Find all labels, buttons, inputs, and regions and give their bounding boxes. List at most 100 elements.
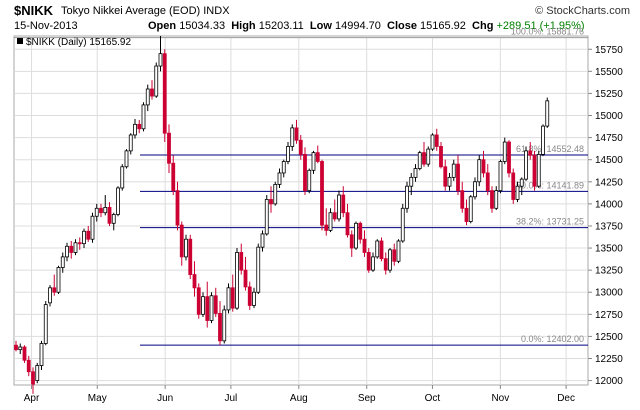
candle-body: [218, 313, 222, 342]
candle-body: [473, 181, 477, 198]
candle-body: [315, 152, 320, 162]
low-value: 14994.70: [334, 20, 381, 32]
candle-body: [396, 240, 401, 262]
x-tick-label: May: [88, 393, 107, 404]
candle-body: [349, 234, 354, 249]
candle-body: [383, 258, 388, 271]
candle-body: [116, 187, 120, 215]
candle-body: [196, 287, 201, 315]
candle-body: [167, 132, 171, 164]
candle-body: [494, 190, 499, 209]
candle-body: [141, 104, 146, 130]
candle-body: [400, 207, 405, 242]
candle-body: [443, 166, 448, 187]
candle-body: [392, 249, 397, 262]
candle-body: [43, 304, 48, 344]
candle-body: [145, 88, 150, 106]
description-name: Tokyo Nikkei Average (EOD): [61, 5, 201, 17]
candle-body: [375, 240, 380, 258]
y-tick-label: 12750: [595, 310, 623, 321]
candle-body: [162, 53, 167, 134]
candle-body: [35, 365, 40, 381]
chart-header: $NIKK Tokyo Nikkei Average (EOD) INDX 15…: [0, 0, 640, 36]
candle-body: [150, 88, 154, 97]
candle-body: [213, 295, 218, 314]
candle-body: [252, 291, 256, 306]
y-tick-label: 12250: [595, 354, 623, 365]
candle-body: [31, 371, 35, 385]
candle-body: [188, 238, 193, 275]
candle-body: [511, 172, 516, 200]
candle-body: [456, 163, 460, 192]
candle-body: [485, 172, 490, 192]
candle-body: [490, 190, 494, 209]
candle-body: [264, 199, 269, 235]
candle-body: [69, 245, 74, 253]
candle-body: [65, 245, 69, 258]
candle-body: [426, 148, 431, 165]
candle-body: [519, 178, 524, 187]
candle-body: [294, 127, 299, 141]
candle-body: [128, 134, 133, 152]
y-tick-label: 14250: [595, 177, 623, 188]
candle-body: [256, 246, 261, 293]
x-tick-label: Aug: [290, 393, 308, 404]
candle-body: [498, 161, 503, 192]
candle-body: [515, 185, 520, 200]
candle-body: [73, 242, 78, 253]
candle-body: [277, 172, 282, 185]
fib-label: 61.8%: 14552.48: [516, 144, 584, 154]
candle-body: [247, 286, 252, 306]
candle-body: [273, 184, 278, 205]
exchange: INDX: [203, 5, 230, 17]
candle-body: [439, 146, 443, 168]
close-value: 15165.92: [420, 20, 466, 32]
description: Tokyo Nikkei Average (EOD) INDX: [61, 5, 230, 17]
candle-body: [324, 224, 329, 231]
open-label: Open: [148, 20, 177, 32]
candle-body: [260, 233, 265, 248]
brand-label: © StockCharts.com: [535, 5, 630, 17]
candle-body: [158, 53, 163, 67]
candle-body: [298, 139, 303, 155]
fib-label: 38.2%: 13731.25: [516, 217, 584, 227]
y-tick-label: 13000: [595, 288, 623, 299]
candle-body: [320, 161, 324, 226]
candle-body: [507, 141, 511, 174]
candle-body: [120, 166, 125, 189]
candle-body: [303, 153, 307, 192]
candle-body: [39, 343, 44, 366]
legend-label: $NIKK (Daily) 15165.92: [26, 37, 131, 48]
candle-body: [286, 146, 290, 162]
y-tick-label: 15750: [595, 45, 623, 56]
candle-body: [94, 207, 99, 217]
candle-body: [460, 190, 465, 209]
candle-body: [175, 190, 180, 226]
y-tick-label: 12500: [595, 332, 623, 343]
x-tick-label: Dec: [557, 393, 575, 404]
candle-body: [477, 159, 482, 183]
candle-body: [413, 168, 418, 178]
candle-body: [417, 152, 422, 169]
candle-body: [290, 127, 295, 147]
candle-body: [86, 230, 91, 240]
candle-body: [528, 150, 533, 156]
candle-body: [205, 296, 210, 321]
candle-body: [328, 212, 333, 231]
candle-body: [430, 134, 435, 150]
candle-body: [434, 134, 439, 147]
candle-body: [468, 196, 473, 222]
x-tick-label: Jun: [157, 393, 173, 404]
y-tick-label: 13250: [595, 266, 623, 277]
candle-body: [107, 207, 112, 224]
candle-body: [18, 346, 23, 351]
candle-body: [541, 125, 545, 155]
candle-body: [201, 296, 205, 315]
candle-body: [239, 252, 244, 271]
candle-body: [111, 214, 116, 224]
candle-body: [337, 194, 341, 220]
candle-body: [48, 287, 52, 304]
candle-body: [103, 207, 108, 214]
y-tick-label: 14000: [595, 199, 623, 210]
